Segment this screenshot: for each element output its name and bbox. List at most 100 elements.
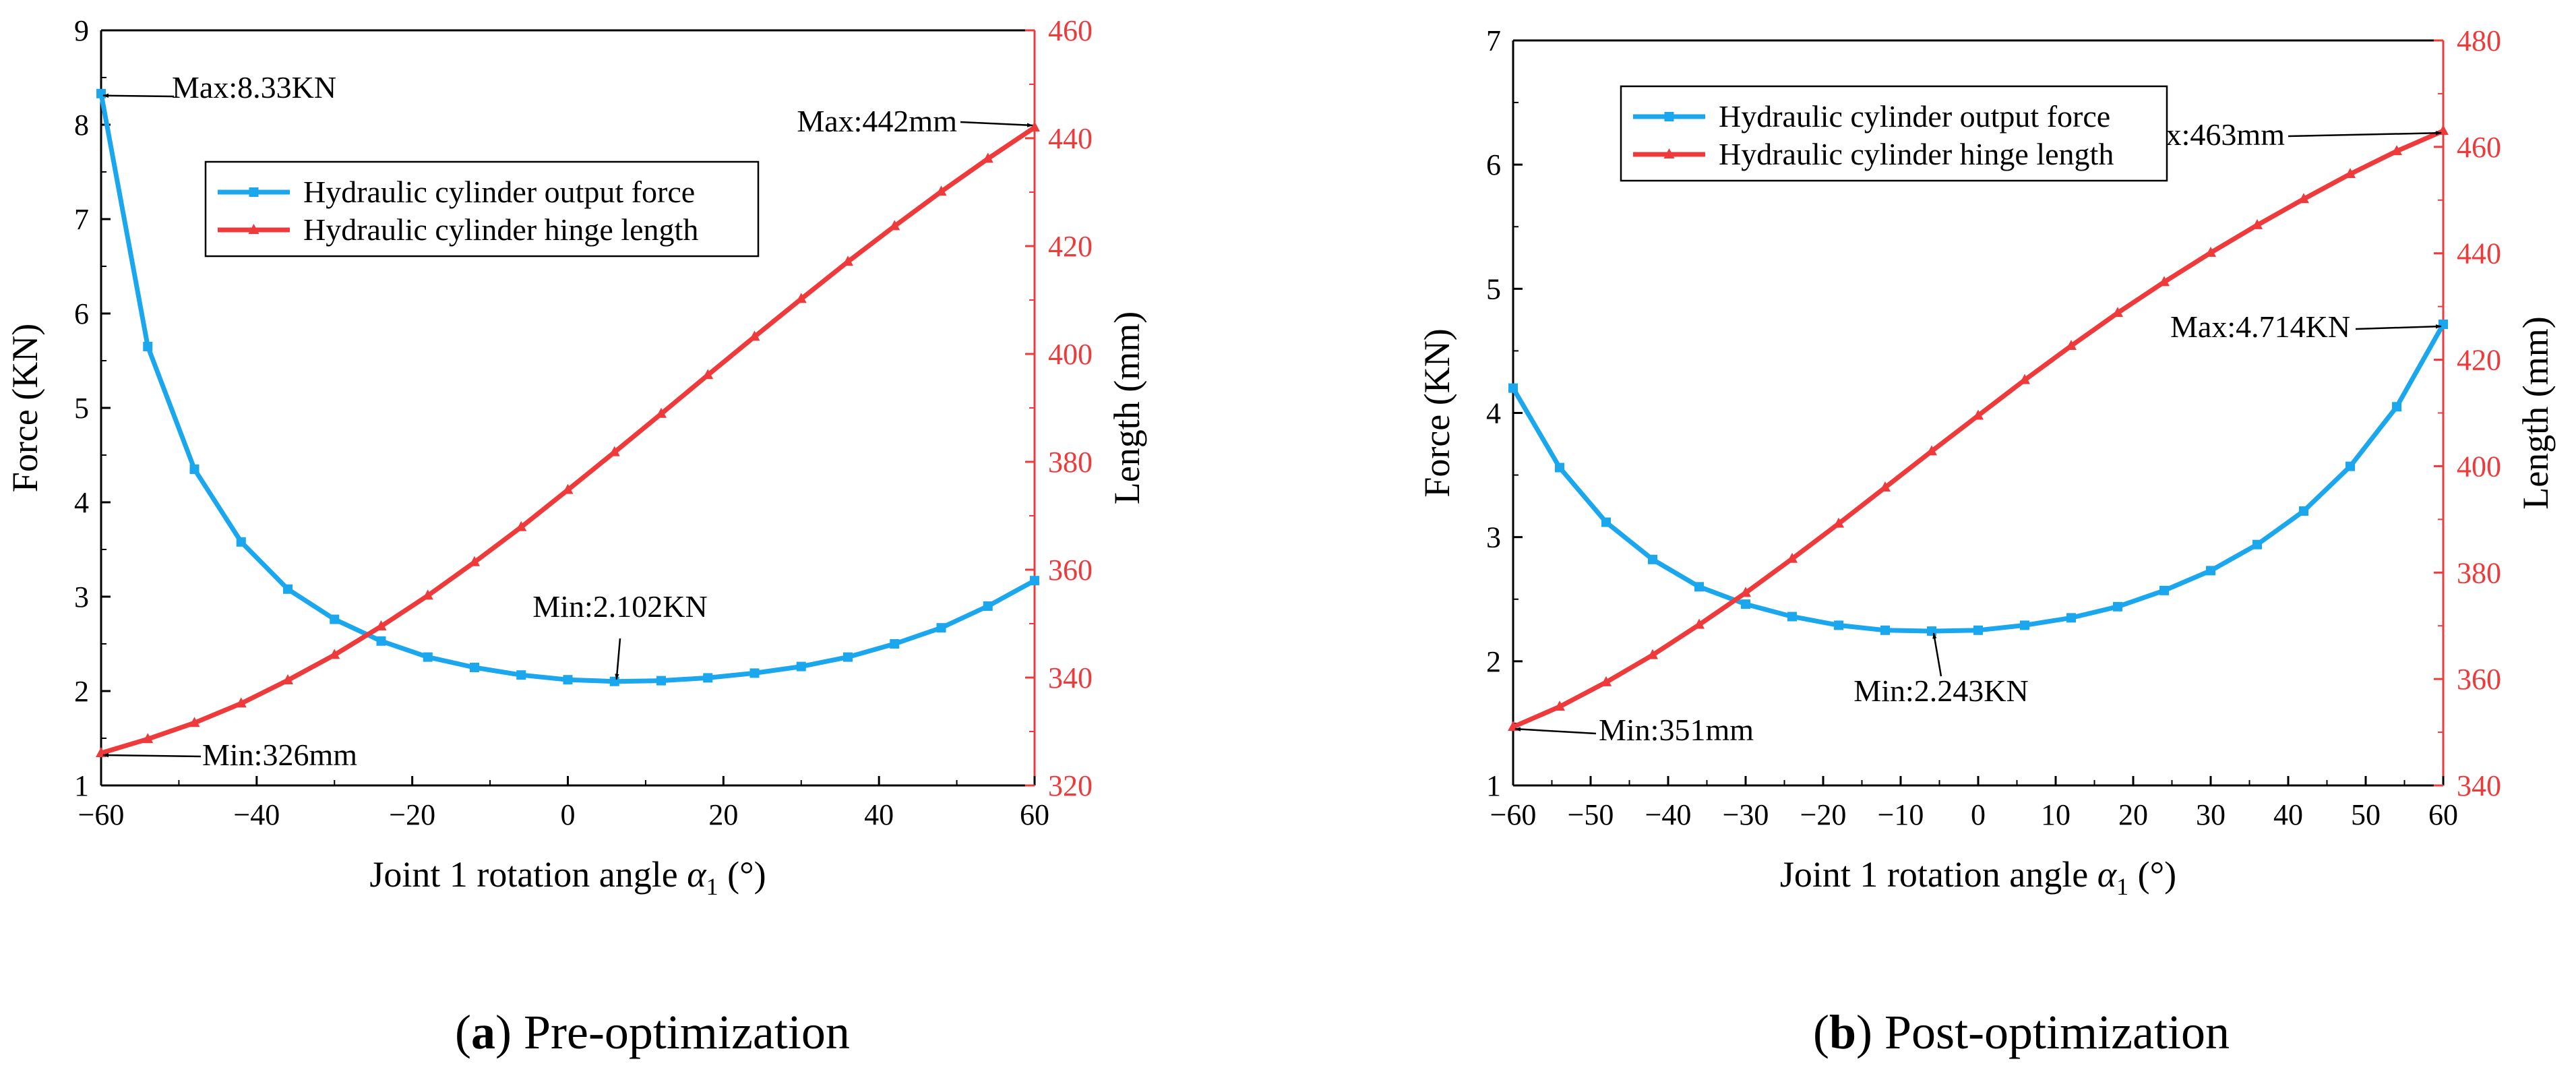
x-tick-label: 60 — [1020, 798, 1049, 831]
data-point-length — [375, 620, 387, 630]
y-right-tick-label: 380 — [2457, 556, 2501, 589]
caption-b-letter: b — [1829, 1005, 1857, 1059]
x-tick-label: −40 — [233, 798, 280, 831]
y-left-tick-label: 8 — [74, 109, 89, 142]
legend-entry-label: Hydraulic cylinder hinge length — [1719, 137, 2114, 171]
data-point-length — [889, 220, 900, 231]
data-point-force — [1694, 582, 1704, 592]
data-point-length — [2205, 246, 2216, 257]
data-point-force — [843, 652, 853, 662]
x-tick-label: 20 — [2118, 798, 2148, 831]
x-tick-label: −20 — [1800, 798, 1847, 831]
data-point-force — [2392, 402, 2401, 412]
data-point-length — [329, 649, 340, 659]
legend-swatch-marker — [1664, 112, 1674, 121]
data-point-force — [656, 676, 666, 686]
legend-swatch-marker — [249, 187, 259, 197]
y-right-tick-label: 460 — [1048, 14, 1093, 47]
data-point-length — [2019, 374, 2030, 384]
x-tick-label: −50 — [1568, 798, 1614, 831]
data-point-force — [703, 673, 713, 683]
data-point-length — [1029, 121, 1040, 131]
annotation-arrow — [2288, 131, 2442, 138]
data-point-length — [142, 733, 154, 744]
y-left-tick-label: 3 — [1486, 521, 1501, 554]
y-right-tick-label: 460 — [2457, 131, 2501, 164]
data-point-force — [1601, 517, 1611, 527]
annotation-label: Min:351mm — [1599, 713, 1754, 747]
data-point-force — [2113, 601, 2122, 611]
data-point-length — [1973, 409, 1984, 420]
data-point-force — [2252, 539, 2262, 549]
annotation-arrow — [102, 752, 202, 758]
data-point-length — [2391, 145, 2402, 156]
x-axis-label: Joint 1 rotation angle α1 (°) — [369, 854, 766, 900]
data-point-force — [423, 652, 433, 662]
x-tick-label: −10 — [1878, 798, 1924, 831]
y-left-tick-label: 3 — [74, 580, 89, 614]
data-point-length — [2066, 340, 2077, 351]
y-left-tick-label: 6 — [1486, 148, 1501, 181]
data-point-length — [2345, 168, 2356, 179]
y-right-tick-label: 360 — [1048, 554, 1093, 587]
annotation-label: Min:326mm — [202, 738, 357, 772]
y-right-tick-label: 420 — [1048, 230, 1093, 263]
caption-a-text: Pre-optimization — [523, 1005, 850, 1059]
legend-entry-label: Hydraulic cylinder hinge length — [303, 212, 698, 247]
data-point-force — [1508, 383, 1518, 393]
x-tick-label: 30 — [2196, 798, 2226, 831]
data-point-length — [656, 407, 667, 418]
data-point-length — [2252, 218, 2263, 229]
data-point-force — [1834, 620, 1843, 630]
data-point-length — [936, 185, 947, 196]
data-point-force — [890, 639, 900, 649]
data-point-force — [1973, 625, 1983, 635]
x-tick-label: 50 — [2351, 798, 2381, 831]
data-point-length — [1647, 649, 1658, 659]
x-axis-label-main: Joint 1 rotation angle — [369, 854, 687, 895]
data-point-length — [1880, 481, 1891, 491]
y-right-tick-label: 340 — [2457, 769, 2501, 802]
x-axis-label-var: α — [687, 854, 707, 895]
y-left-tick-label: 4 — [1486, 397, 1501, 430]
y-right-tick-label: 420 — [2457, 344, 2501, 377]
x-axis-label-main: Joint 1 rotation angle — [1780, 854, 2097, 895]
x-tick-label: 40 — [2273, 798, 2303, 831]
y-left-tick-label: 5 — [1486, 272, 1501, 305]
data-point-force — [470, 663, 479, 672]
data-point-force — [283, 584, 293, 594]
data-point-length — [1601, 676, 1612, 686]
legend-box — [204, 160, 760, 258]
series-line-length — [1510, 128, 2446, 729]
annotation-arrow — [2355, 324, 2442, 330]
data-point-force — [189, 465, 200, 474]
data-point-length — [795, 293, 807, 303]
legend-entry-label: Hydraulic cylinder output force — [1719, 99, 2110, 133]
y-right-tick-label: 360 — [2457, 663, 2501, 696]
data-point-force — [236, 537, 246, 547]
y-left-axis-label: Force (KN) — [1417, 328, 1457, 497]
data-point-length — [422, 589, 433, 600]
data-point-force — [1787, 611, 1797, 622]
data-point-force — [143, 342, 153, 351]
legend-swatch-marker — [1663, 148, 1675, 158]
data-point-force — [936, 623, 946, 633]
data-point-length — [702, 369, 714, 380]
legend-entry-label: Hydraulic cylinder output force — [303, 175, 695, 209]
data-point-force — [796, 661, 806, 672]
y-right-tick-label: 380 — [1048, 446, 1093, 479]
annotation-arrow — [1932, 632, 1942, 677]
y-left-axis-label: Force (KN) — [5, 324, 45, 492]
data-point-length — [2159, 276, 2170, 287]
caption-b: (b) Post-optimization — [1813, 1005, 2230, 1059]
data-point-length — [2112, 307, 2123, 318]
annotation-arrow — [1514, 727, 1597, 735]
y-right-tick-label: 480 — [2457, 24, 2501, 57]
x-axis-label-sub: 1 — [706, 873, 718, 900]
x-axis-label-var: α — [2097, 854, 2118, 895]
data-point-force — [983, 601, 993, 611]
data-point-force — [1648, 554, 1657, 564]
y-right-tick-label: 400 — [1048, 338, 1093, 371]
data-point-force — [1741, 599, 1750, 609]
